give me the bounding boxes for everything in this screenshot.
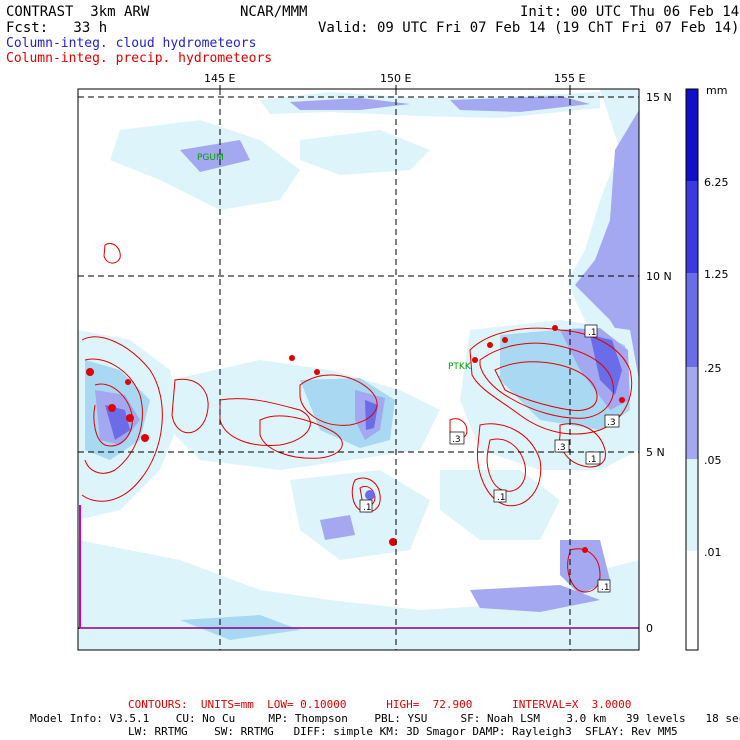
cloud-area	[300, 130, 430, 175]
precip-contour	[486, 438, 526, 492]
lat-label-10: 10 N	[646, 270, 672, 283]
cloud-area	[560, 540, 610, 595]
precip-core	[108, 404, 116, 412]
cloud-area	[575, 110, 639, 380]
model-info-line-2: LW: RRTMG SW: RRTMG DIFF: simple KM: 3D …	[128, 725, 678, 738]
precip-core	[126, 414, 134, 422]
contour-label: .1	[497, 493, 506, 503]
precip-core	[289, 355, 295, 361]
cloud-area	[470, 585, 600, 612]
forecast-hour: Fcst: 33 h	[6, 20, 108, 36]
colorbar-unit: mm	[706, 84, 727, 97]
init-time: Init: 00 UTC Thu 06 Feb 14	[520, 4, 740, 20]
precip-legend-label: Column-integ. precip. hydrometeors	[6, 51, 273, 66]
map-frame	[77, 88, 640, 651]
colorbar-label: 1.25	[704, 268, 729, 281]
map-panel	[78, 89, 639, 650]
colorbar-bin	[686, 273, 698, 367]
precip-contour	[81, 336, 163, 502]
precip-contour	[219, 398, 311, 447]
precip-contour	[351, 477, 381, 513]
valid-time: Valid: 09 UTC Fri 07 Feb 14 (19 ChT Fri …	[318, 20, 740, 36]
precip-contour	[259, 415, 343, 459]
contour-labels: .1 .3 .1 .3 .3 .1 .1 .1	[359, 324, 620, 593]
precip-core	[582, 547, 588, 553]
precip-core	[502, 337, 508, 343]
precip-contour	[299, 374, 378, 426]
cloud-area	[590, 335, 622, 395]
precip-core	[86, 368, 94, 376]
lat-label-0: 0	[646, 622, 653, 635]
station-ptkk: PTKK	[448, 362, 472, 372]
contour-label: .3	[607, 418, 616, 428]
colorbar: mm 6.25 1.25 .25 .05 .01	[685, 84, 729, 651]
colorbar-bin	[686, 89, 698, 181]
contour-label: .1	[588, 328, 597, 338]
colorbar-label: 6.25	[704, 176, 729, 189]
precip-contour	[494, 361, 598, 411]
cloud-area	[450, 96, 590, 112]
precip-core	[141, 434, 149, 442]
precip-contour	[171, 378, 209, 433]
precip-contour	[479, 342, 614, 419]
precip-core	[487, 342, 493, 348]
center-name: NCAR/MMM	[240, 4, 308, 20]
station-pgum: PGUM	[197, 153, 224, 163]
precip-cores	[86, 325, 625, 553]
colorbar-label: .01	[704, 546, 722, 559]
precip-core	[472, 357, 478, 363]
lat-label-15: 15 N	[646, 91, 672, 104]
colorbar-bin	[686, 367, 698, 459]
precip-contour	[476, 423, 542, 507]
lon-label-145: 145 E	[204, 72, 235, 85]
model-info-line-1: Model Info: V3.5.1 CU: No Cu MP: Thompso…	[30, 712, 740, 725]
precip-core	[619, 397, 625, 403]
cloud-area	[320, 515, 355, 540]
colorbar-bin	[686, 551, 698, 650]
cloud-area	[290, 98, 410, 110]
colorbar-label: .25	[704, 362, 722, 375]
contour-label: .3	[452, 435, 461, 445]
precip-contours	[81, 243, 633, 593]
precip-contour	[93, 383, 133, 447]
precip-core	[552, 325, 558, 331]
contour-label: .1	[601, 583, 610, 593]
precip-contour	[469, 327, 633, 435]
model-title: CONTRAST 3km ARW	[6, 4, 150, 20]
contour-label: .1	[363, 503, 372, 513]
precip-core	[389, 538, 397, 546]
cloud-area	[180, 140, 250, 172]
precip-core	[125, 379, 131, 385]
colorbar-bin	[686, 459, 698, 551]
lon-label-155: 155 E	[554, 72, 585, 85]
colorbar-bin	[686, 181, 698, 273]
lon-label-150: 150 E	[380, 72, 411, 85]
cloud-area	[440, 470, 560, 540]
precip-contour	[567, 548, 601, 593]
cloud-area	[105, 405, 130, 440]
cloud-legend-label: Column-integ. cloud hydrometeors	[6, 36, 257, 51]
contour-label: .3	[557, 443, 566, 453]
graticule	[78, 89, 639, 650]
precip-core	[365, 490, 375, 500]
precip-core	[314, 369, 320, 375]
contour-label: .1	[588, 455, 597, 465]
precip-contour	[103, 243, 121, 264]
precip-contour	[84, 358, 143, 474]
contours-info: CONTOURS: UNITS=mm LOW= 0.10000 HIGH= 72…	[128, 698, 632, 711]
colorbar-label: .05	[704, 454, 722, 467]
lat-label-5: 5 N	[646, 446, 665, 459]
